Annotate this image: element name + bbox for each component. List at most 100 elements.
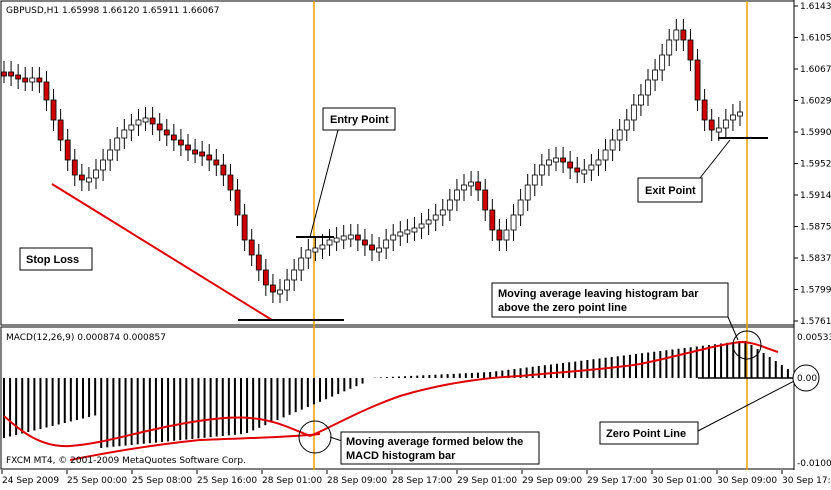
price-axis: 1.61430 1.61050 1.60670 1.60290 1.59900 1.595… <box>794 2 831 327</box>
candle-body <box>383 239 390 249</box>
candle-body <box>722 119 729 129</box>
candle-body <box>666 39 673 56</box>
candle-body <box>128 124 135 131</box>
candle-body <box>489 209 496 231</box>
candle-body <box>369 244 375 251</box>
time-tick-label: 25 Sep 00:00 <box>67 476 127 486</box>
time-tick-label: 25 Sep 16:00 <box>197 476 257 486</box>
candle-body <box>574 167 581 173</box>
candle-body <box>270 284 276 293</box>
entry-point-label: Entry Point <box>330 114 389 126</box>
candle-body <box>1 71 7 77</box>
stop-loss-box <box>19 247 93 271</box>
candle-body <box>319 244 326 250</box>
price-tick-label: 1.59900 <box>800 128 831 138</box>
price-tick-label: 1.58750 <box>800 223 831 233</box>
candle-body <box>446 199 453 211</box>
candle-body <box>8 71 14 77</box>
candle-body <box>199 151 206 157</box>
candle-body <box>390 234 397 241</box>
candle-body <box>701 99 708 121</box>
candle-body <box>312 247 319 253</box>
candle-body <box>347 234 354 240</box>
ma-leaving-label-line2: above the zero point line <box>498 302 627 314</box>
symbol-header: GBPUSD,H1 1.65998 1.66120 1.65911 1.6606… <box>6 6 219 16</box>
candle-body <box>553 157 559 163</box>
candle-body <box>142 117 149 123</box>
candle-body <box>135 119 142 126</box>
entry-callout-line <box>309 129 339 238</box>
candle-body <box>22 77 29 83</box>
price-tick-label: 1.61050 <box>800 34 831 44</box>
candle-body <box>241 214 248 241</box>
candle-body <box>234 189 241 216</box>
price-tick-label: 1.58370 <box>800 254 831 264</box>
candle-body <box>185 144 191 151</box>
candle-body <box>404 229 411 235</box>
candle-body <box>510 214 517 231</box>
exit-callout-line <box>699 139 731 179</box>
candle-body <box>170 134 177 141</box>
exit-point-box <box>637 177 703 203</box>
candle-body <box>262 269 269 286</box>
time-tick-label: 30 Sep 01:00 <box>652 476 712 486</box>
candle-body <box>291 269 298 281</box>
ma-formed-circle <box>298 420 332 454</box>
candle-body <box>149 117 156 125</box>
candle-body <box>354 234 361 241</box>
candle-body <box>411 227 418 233</box>
exit-point-label: Exit Point <box>645 185 696 197</box>
time-tick-label: 29 Sep 01:00 <box>457 476 517 486</box>
candle-body <box>482 189 489 211</box>
time-tick-label: 29 Sep 09:00 <box>522 476 582 486</box>
candle-body <box>220 164 227 176</box>
copyright-label: FXCM MT4, © 2001-2009 MetaQuotes Softwar… <box>6 456 246 466</box>
candle-body <box>659 54 666 71</box>
candle-body <box>36 77 43 83</box>
stop-loss-label: Stop Loss <box>26 254 79 266</box>
candle-body <box>673 29 680 41</box>
candle-body <box>602 149 609 161</box>
ma-leaving-box <box>491 282 729 318</box>
candle-body <box>623 119 630 131</box>
candle-body <box>227 174 234 191</box>
candle-body <box>730 114 736 121</box>
candle-body <box>15 74 22 80</box>
ma-leaving-label-line1: Moving average leaving histogram bar <box>498 288 699 300</box>
ma-leaving-circle <box>732 330 762 360</box>
price-tick-label: 1.60290 <box>800 97 831 107</box>
stop-loss-line <box>51 183 273 321</box>
candle-body <box>454 189 460 201</box>
candle-body <box>737 111 743 117</box>
zero-point-circle <box>792 364 820 392</box>
candle-body <box>616 129 623 141</box>
candle-body <box>100 159 106 171</box>
ma-formed-box <box>340 431 540 465</box>
time-tick-label: 29 Sep 17:00 <box>587 476 647 486</box>
candle-body <box>588 164 595 171</box>
candle-body <box>496 229 503 241</box>
macd-main-segment <box>69 433 321 461</box>
time-tick-label: 24 Sep 2009 <box>2 476 59 486</box>
price-panel[interactable] <box>0 0 795 326</box>
candle-body <box>284 279 290 291</box>
candle-body <box>255 254 262 271</box>
candle-body <box>93 169 99 179</box>
candle-body <box>376 247 382 253</box>
candle-body <box>560 157 566 163</box>
candle-body <box>418 223 425 229</box>
candle-body <box>687 39 694 61</box>
time-tick-label: 30 Sep 09:00 <box>717 476 777 486</box>
candle-body <box>680 29 687 41</box>
candle-body <box>503 229 510 241</box>
macd-axis-bottom: -0.01002 <box>797 459 831 469</box>
candle-body <box>340 235 347 241</box>
ma-formed-label-line1: Moving average formed below the <box>346 436 523 448</box>
time-tick-label: 30 Sep 17:00 <box>782 476 831 486</box>
time-tick-label: 28 Sep 09:00 <box>327 476 387 486</box>
candle-body <box>50 99 57 121</box>
candle-body <box>425 219 432 225</box>
macd-axis-zero: 0.00 <box>797 374 817 384</box>
